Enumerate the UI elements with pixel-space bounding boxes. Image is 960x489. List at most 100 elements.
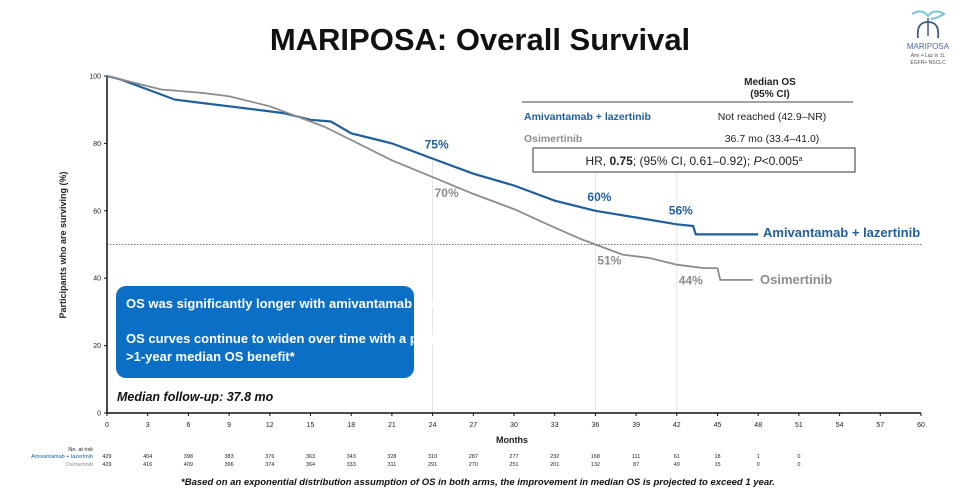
- risk-value: 409: [184, 462, 193, 468]
- x-tick-label: 60: [917, 422, 925, 429]
- risk-value: 333: [347, 462, 356, 468]
- survival-rate-label: 44%: [679, 274, 703, 288]
- x-tick-label: 18: [347, 422, 355, 429]
- x-tick-label: 15: [307, 422, 315, 429]
- risk-value: 396: [225, 462, 234, 468]
- risk-table-title: No. at risk: [68, 447, 93, 453]
- y-tick-label: 40: [93, 276, 101, 283]
- series-label-osimertinib: Osimertinib: [760, 272, 832, 287]
- x-tick-label: 9: [227, 422, 231, 429]
- risk-value: 251: [509, 462, 518, 468]
- svg-text:>1-year median OS benefit*: >1-year median OS benefit*: [126, 349, 296, 364]
- table-header-median-os: Median OS: [744, 77, 796, 88]
- risk-row-label: Osimertinib: [65, 462, 93, 468]
- svg-text:Ami + Laz in 1L: Ami + Laz in 1L: [911, 53, 946, 59]
- page-title: MARIPOSA: Overall Survival: [269, 22, 691, 57]
- y-tick-label: 20: [93, 343, 101, 350]
- risk-value: 61: [674, 454, 680, 460]
- annotations: 75% 60% 56% 70% 51% 44%: [425, 138, 704, 288]
- curves: [106, 74, 759, 281]
- x-tick-label: 51: [795, 422, 803, 429]
- x-tick-label: 48: [754, 422, 762, 429]
- key-findings-callout: OS was significantly longer with amivant…: [116, 286, 484, 378]
- km-curve-amivantamab: [106, 74, 759, 236]
- x-tick-label: 33: [551, 422, 559, 429]
- y-tick-label: 80: [93, 141, 101, 148]
- x-tick-label: 27: [469, 422, 477, 429]
- survival-rate-label: 60%: [587, 190, 611, 204]
- risk-row-label: Amivantamab + lazertinib: [31, 454, 93, 460]
- km-curve-osimertinib: [106, 75, 753, 281]
- x-tick-label: 45: [714, 422, 722, 429]
- risk-value: 0: [797, 454, 800, 460]
- risk-value: 287: [469, 454, 478, 460]
- y-tick-label: 100: [89, 74, 101, 81]
- median-followup: Median follow-up: 37.8 mo: [117, 390, 274, 404]
- risk-value: 429: [102, 462, 111, 468]
- table-row-value: Not reached (42.9–NR): [718, 111, 827, 123]
- risk-value: 132: [591, 462, 600, 468]
- survival-rate-label: 51%: [597, 254, 621, 268]
- risk-value: 201: [550, 462, 559, 468]
- risk-value: 15: [714, 462, 720, 468]
- survival-rate-label: 56%: [669, 203, 693, 217]
- x-tick-label: 54: [836, 422, 844, 429]
- risk-value: 328: [387, 454, 396, 460]
- median-os-table: Median OS (95% CI) Amivantamab + lazerti…: [522, 77, 856, 173]
- number-at-risk-table: No. at risk Amivantamab + lazertinib Osi…: [31, 447, 800, 468]
- x-tick-label: 24: [429, 422, 437, 429]
- risk-value: 168: [591, 454, 600, 460]
- risk-value: 87: [633, 462, 639, 468]
- risk-value: 49: [674, 462, 680, 468]
- risk-value: 1: [757, 454, 760, 460]
- svg-text:OS was significantly longer wi: OS was significantly longer with amivant…: [126, 296, 484, 311]
- x-tick-label: 42: [673, 422, 681, 429]
- x-tick-label: 30: [510, 422, 518, 429]
- table-row-value: 36.7 mo (33.4–41.0): [725, 133, 820, 145]
- risk-value: 398: [184, 454, 193, 460]
- risk-value: 0: [757, 462, 760, 468]
- x-tick-label: 57: [876, 422, 884, 429]
- x-tick-label: 21: [388, 422, 396, 429]
- risk-value: 311: [388, 462, 397, 468]
- risk-value: 232: [550, 454, 559, 460]
- risk-value: 310: [428, 454, 437, 460]
- survival-rate-label: 75%: [425, 138, 449, 152]
- mariposa-logo: MARIPOSA Ami + Laz in 1L EGFR+ NSCLC: [907, 10, 950, 66]
- x-tick-label: 39: [632, 422, 640, 429]
- risk-value: 416: [143, 462, 152, 468]
- risk-value: 404: [143, 454, 152, 460]
- risk-value: 383: [225, 454, 234, 460]
- svg-text:MARIPOSA: MARIPOSA: [907, 42, 950, 51]
- risk-value: 429: [102, 454, 111, 460]
- y-tick-label: 0: [97, 411, 101, 418]
- x-tick-label: 6: [186, 422, 190, 429]
- risk-value: 277: [509, 454, 518, 460]
- risk-value: 376: [265, 454, 274, 460]
- risk-value: 0: [797, 462, 800, 468]
- axes: 0 3 6 9 12 15 18 21 24 27 30 33 36 39 42 45 48 51 54 57 6002…: [89, 74, 925, 430]
- risk-value: 343: [347, 454, 356, 460]
- y-axis-label: Participants who are surviving (%): [58, 171, 68, 318]
- x-tick-label: 12: [266, 422, 274, 429]
- x-tick-label: 0: [105, 422, 109, 429]
- x-tick-label: 3: [146, 422, 150, 429]
- series-label-amivantamab: Amivantamab + lazertinib: [763, 225, 920, 240]
- hazard-ratio: HR, 0.75; (95% CI, 0.61–0.92); P<0.005a: [585, 154, 802, 168]
- table-row-label: Amivantamab + lazertinib: [524, 111, 651, 123]
- svg-text:EGFR+ NSCLC: EGFR+ NSCLC: [910, 60, 946, 66]
- table-header-ci: (95% CI): [750, 89, 789, 100]
- risk-value: 374: [265, 462, 274, 468]
- risk-value: 18: [714, 454, 720, 460]
- x-tick-label: 36: [592, 422, 600, 429]
- svg-text:OS curves continue to widen ov: OS curves continue to widen over time wi…: [126, 331, 468, 346]
- footnote: *Based on an exponential distribution as…: [181, 477, 775, 488]
- table-row-label: Osimertinib: [524, 133, 582, 145]
- x-axis-label: Months: [496, 435, 528, 445]
- survival-rate-label: 70%: [435, 186, 459, 200]
- risk-value: 291: [428, 462, 437, 468]
- y-tick-label: 60: [93, 208, 101, 215]
- risk-value: 364: [306, 462, 315, 468]
- reference-lines: [107, 160, 923, 413]
